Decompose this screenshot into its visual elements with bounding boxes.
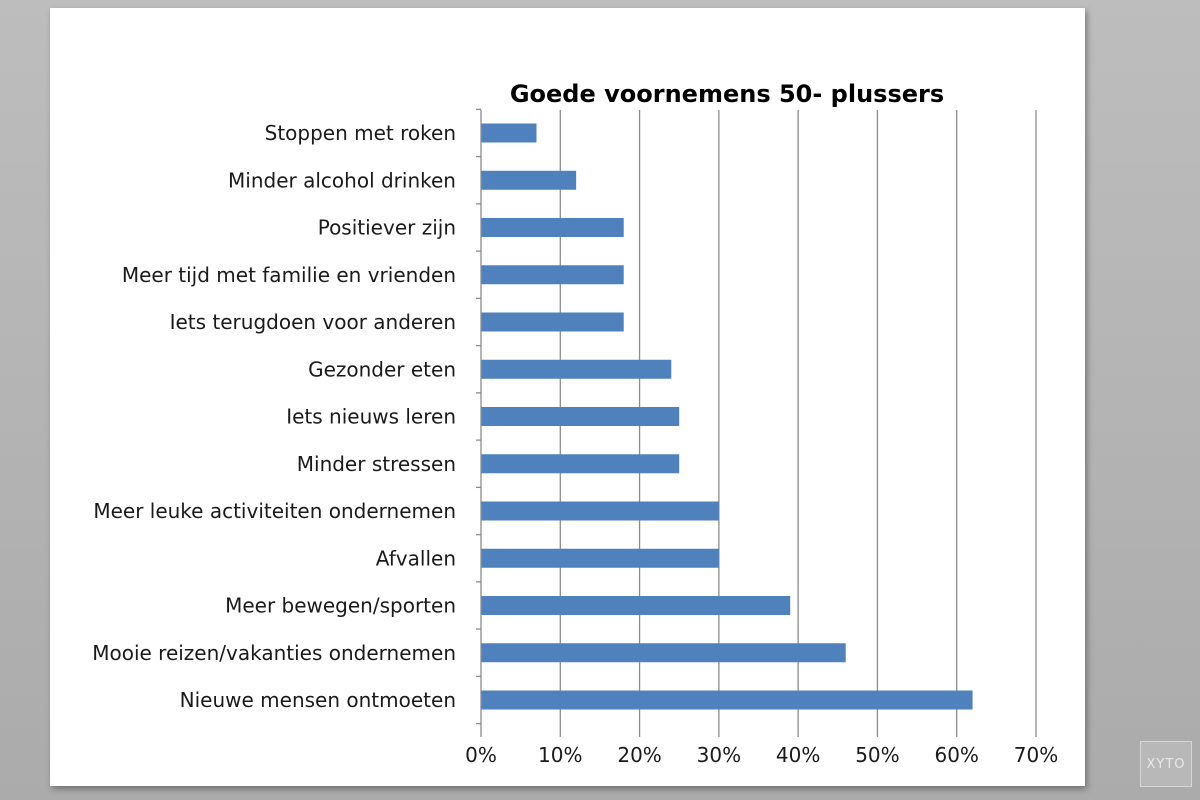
category-label: Positiever zijn [318, 216, 456, 240]
chart-area: Goede voornemens 50- plussers Stoppen me… [50, 8, 1085, 786]
x-tick-label: 40% [776, 743, 820, 767]
tick-labels: 0% 10% 20% 30% 40% 50% 60% 70% [465, 743, 1058, 767]
x-tick-label: 70% [1014, 743, 1058, 767]
category-label: Meer leuke activiteiten ondernemen [93, 499, 456, 523]
x-tick-label: 60% [934, 743, 978, 767]
bar [481, 643, 846, 663]
bar [481, 501, 719, 521]
category-label: Meer tijd met familie en vrienden [122, 263, 456, 287]
bar [481, 359, 672, 379]
x-tick-label: 0% [465, 743, 497, 767]
x-tick-label: 20% [617, 743, 661, 767]
category-label: Mooie reizen/vakanties ondernemen [92, 641, 456, 665]
x-tick-label: 30% [697, 743, 741, 767]
chart-title: Goede voornemens 50- plussers [510, 80, 944, 108]
watermark-logo: XYTO [1140, 741, 1192, 787]
category-label: Minder alcohol drinken [228, 168, 456, 192]
category-label: Afvallen [376, 546, 456, 570]
x-tick-label: 50% [855, 743, 899, 767]
bars [481, 123, 973, 710]
category-label: Minder stressen [297, 452, 456, 476]
category-labels: Stoppen met roken Minder alcohol drinken P… [92, 121, 456, 712]
bar [481, 690, 973, 710]
category-label: Iets nieuws leren [286, 405, 456, 429]
bar [481, 265, 624, 285]
category-label: Stoppen met roken [265, 121, 456, 145]
axes [476, 108, 1037, 737]
bar [481, 548, 719, 568]
bar [481, 596, 791, 615]
grid-lines [559, 110, 1037, 732]
category-label: Meer bewegen/sporten [225, 594, 456, 618]
category-label: Nieuwe mensen ontmoeten [180, 688, 456, 712]
category-label: Iets terugdoen voor anderen [170, 310, 456, 334]
bar [481, 407, 680, 426]
category-label: Gezonder eten [308, 357, 456, 381]
x-tick-label: 10% [538, 743, 582, 767]
bar [481, 454, 680, 474]
bar [481, 123, 537, 143]
bar [481, 170, 577, 190]
bar [481, 312, 624, 332]
bar [481, 218, 624, 237]
bar-chart: Goede voornemens 50- plussers Stoppen me… [92, 80, 1058, 767]
